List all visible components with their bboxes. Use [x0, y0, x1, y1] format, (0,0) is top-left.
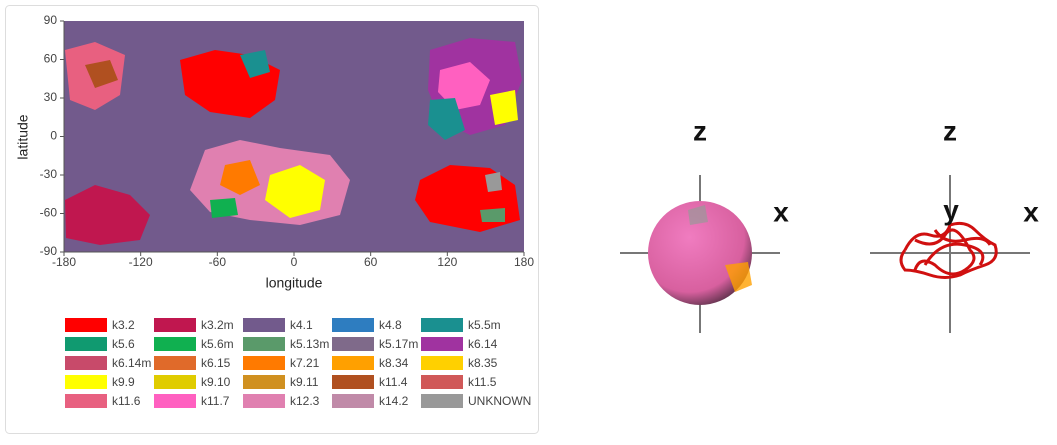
legend-label: k12.3: [290, 394, 320, 408]
y-axis-label: latitude: [15, 114, 31, 159]
legend-swatch: [154, 394, 196, 408]
region: [490, 90, 518, 125]
axis-label-3d: x: [1023, 196, 1039, 227]
x-axis-label: longitude: [266, 275, 323, 291]
region: [220, 160, 260, 195]
legend-label: k3.2m: [201, 318, 234, 332]
legend-label: k5.6: [112, 337, 135, 351]
legend-swatch: [243, 375, 285, 389]
region: [428, 98, 465, 140]
legend-swatch: [154, 356, 196, 370]
legend-label: k5.13m: [290, 337, 329, 351]
legend-swatch: [243, 394, 285, 408]
legend-swatch: [154, 375, 196, 389]
legend-label: k9.10: [201, 375, 231, 389]
legend-label: k14.2: [379, 394, 409, 408]
axis-label-3d: z: [943, 115, 957, 146]
region: [85, 60, 118, 88]
legend-swatch: [421, 375, 463, 389]
legend-swatch: [332, 356, 374, 370]
legend-swatch: [65, 375, 107, 389]
map-regions: [64, 21, 524, 252]
legend-swatch: [65, 356, 107, 370]
region: [438, 62, 490, 110]
legend-label: k5.17m: [379, 337, 418, 351]
y-tick-label: 60: [44, 52, 58, 66]
region: [65, 185, 150, 245]
viewer-protein: [870, 175, 1030, 333]
legend-swatch: [154, 318, 196, 332]
legend-swatch: [421, 337, 463, 351]
legend-label: k3.2: [112, 318, 135, 332]
y-tick-label: -60: [40, 206, 58, 220]
y-tick-label: -30: [40, 167, 58, 181]
x-tick-label: -180: [52, 255, 76, 269]
sphere-patch: [688, 205, 708, 225]
x-tick-label: -60: [209, 255, 227, 269]
legend-swatch: [154, 337, 196, 351]
legend-label: k11.4: [379, 375, 408, 389]
axis-label-3d: z: [693, 115, 707, 146]
legend-swatch: [421, 356, 463, 370]
legend: k3.2 k3.2m k4.1 k4.8 k5.5m k5.6 k5.6m k5.13m k5.…: [65, 318, 531, 408]
region: [480, 208, 505, 222]
legend-label: k8.35: [468, 356, 498, 370]
legend-swatch: [243, 356, 285, 370]
x-tick-label: -120: [129, 255, 153, 269]
legend-swatch: [332, 318, 374, 332]
legend-label: k6.14: [468, 337, 498, 351]
axis-label-3d: y: [943, 194, 959, 225]
x-tick-label: 0: [291, 255, 298, 269]
legend-label: UNKNOWN: [468, 394, 531, 408]
legend-label: k11.5: [468, 375, 497, 389]
y-tick-label: 90: [44, 13, 58, 27]
region: [485, 172, 502, 192]
y-tick-label: 30: [44, 90, 58, 104]
axes: -180 -120 -60 0 60 120 180 -90 -60 -30 0 30 60 90: [40, 13, 535, 269]
legend-label: k6.15: [201, 356, 231, 370]
legend-label: k9.9: [112, 375, 135, 389]
legend-label: k5.5m: [468, 318, 501, 332]
legend-swatch: [65, 337, 107, 351]
legend-swatch: [421, 318, 463, 332]
axis-label-3d: x: [773, 196, 789, 227]
legend-label: k11.6: [112, 394, 141, 408]
y-tick-label: 0: [50, 129, 57, 143]
legend-swatch: [332, 375, 374, 389]
region: [265, 165, 325, 218]
legend-swatch: [332, 337, 374, 351]
legend-label: k9.11: [290, 375, 319, 389]
legend-swatch: [65, 394, 107, 408]
legend-swatch: [332, 394, 374, 408]
legend-swatch: [421, 394, 463, 408]
protein-backbone: [899, 221, 998, 279]
legend-label: k5.6m: [201, 337, 234, 351]
region: [240, 50, 270, 78]
sphere: [648, 201, 752, 305]
x-tick-label: 120: [437, 255, 457, 269]
legend-swatch: [243, 337, 285, 351]
legend-label: k11.7: [201, 394, 230, 408]
region: [210, 198, 238, 218]
legend-swatch: [243, 318, 285, 332]
sphere-patch: [725, 262, 752, 292]
legend-label: k7.21: [290, 356, 320, 370]
legend-label: k4.8: [379, 318, 402, 332]
legend-label: k4.1: [290, 318, 313, 332]
legend-swatch: [65, 318, 107, 332]
x-tick-label: 60: [364, 255, 378, 269]
legend-label: k8.34: [379, 356, 409, 370]
y-tick-label: -90: [40, 244, 58, 258]
viewer-sphere: [620, 175, 780, 333]
legend-label: k6.14m: [112, 356, 151, 370]
x-tick-label: 180: [514, 255, 534, 269]
